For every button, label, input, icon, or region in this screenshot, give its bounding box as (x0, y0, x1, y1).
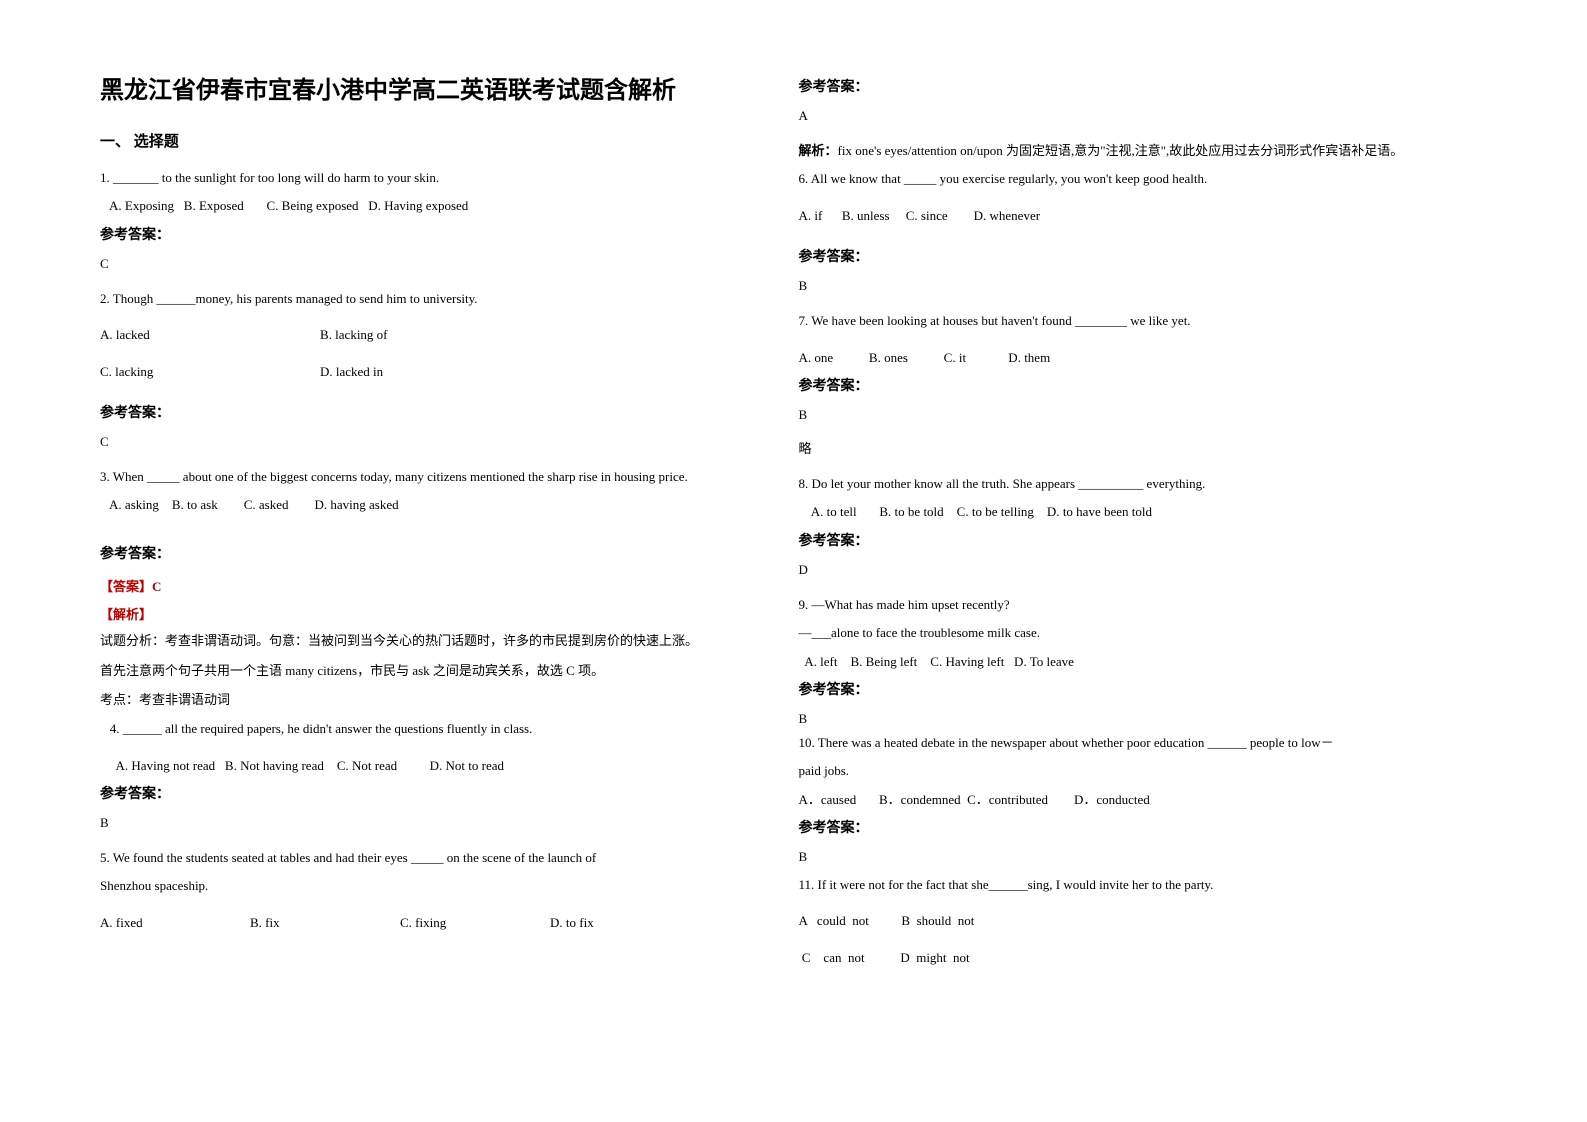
q8-text: 8. Do let your mother know all the truth… (799, 472, 1458, 495)
q6-options: A. if B. unless C. since D. whenever (799, 204, 1458, 227)
q3-text: 3. When _____ about one of the biggest c… (100, 465, 759, 488)
q5-explain-text: fix one's eyes/attention on/upon 为固定短语,意… (838, 143, 1404, 158)
answer-label: 参考答案： (799, 76, 1458, 96)
q9-text2: —___alone to face the troublesome milk c… (799, 621, 1458, 644)
q11-text: 11. If it were not for the fact that she… (799, 873, 1458, 896)
q2-opt-b: B. lacking of (320, 323, 388, 346)
q4-answer: B (100, 815, 759, 831)
q2-opt-d: D. lacked in (320, 360, 383, 383)
q2-opt-c: C. lacking (100, 360, 320, 383)
q5-opt-c: C. fixing (400, 911, 550, 934)
q7-answer: B (799, 407, 1458, 423)
q4-text: 4. ______ all the required papers, he di… (100, 717, 759, 740)
section-header: 一、 选择题 (100, 130, 759, 151)
q5-opt-b: B. fix (250, 911, 400, 934)
q5-opt-d: D. to fix (550, 911, 594, 934)
q1-answer: C (100, 256, 759, 272)
q5-options: A. fixed B. fix C. fixing D. to fix (100, 911, 759, 934)
q11-options2: C can not D might not (799, 946, 1458, 969)
answer-label: 参考答案： (799, 679, 1458, 699)
q3-explain-tag: 【解析】 (100, 604, 759, 623)
q2-opts-row2: C. lacking D. lacked in (100, 360, 759, 383)
answer-label: 参考答案： (799, 530, 1458, 550)
q8-options: A. to tell B. to be told C. to be tellin… (799, 500, 1458, 523)
q6-answer: B (799, 278, 1458, 294)
q5-opt-a: A. fixed (100, 911, 250, 934)
q2-answer: C (100, 434, 759, 450)
q10-answer: B (799, 849, 1458, 865)
q7-note: 略 (799, 438, 1458, 457)
q8-answer: D (799, 562, 1458, 578)
explain-prefix: 解析： (799, 143, 838, 158)
q5-text1: 5. We found the students seated at table… (100, 846, 759, 869)
q6-text: 6. All we know that _____ you exercise r… (799, 167, 1458, 190)
q5-explain: 解析：fix one's eyes/attention on/upon 为固定短… (799, 139, 1458, 162)
left-column: 黑龙江省伊春市宜春小港中学高二英语联考试题含解析 一、 选择题 1. _____… (100, 70, 799, 1082)
answer-label: 参考答案： (799, 246, 1458, 266)
q2-text: 2. Though ______money, his parents manag… (100, 287, 759, 310)
answer-label: 参考答案： (100, 783, 759, 803)
q3-options: A. asking B. to ask C. asked D. having a… (100, 493, 759, 516)
answer-label: 参考答案： (100, 543, 759, 563)
q3-explain2: 首先注意两个句子共用一个主语 many citizens，市民与 ask 之间是… (100, 659, 759, 682)
q11-options1: A could not B should not (799, 909, 1458, 932)
q1-options: A. Exposing B. Exposed C. Being exposed … (100, 194, 759, 217)
q2-opts-row1: A. lacked B. lacking of (100, 323, 759, 346)
q2-opt-a: A. lacked (100, 323, 320, 346)
answer-label: 参考答案： (799, 817, 1458, 837)
q7-text: 7. We have been looking at houses but ha… (799, 309, 1458, 332)
q9-answer: B (799, 711, 1458, 727)
answer-label: 参考答案： (100, 402, 759, 422)
answer-label: 参考答案： (100, 224, 759, 244)
q1-text: 1. _______ to the sunlight for too long … (100, 166, 759, 189)
q5-answer: A (799, 108, 1458, 124)
q10-options: A．caused B．condemned C．contributed D．con… (799, 788, 1458, 811)
q3-explain1: 试题分析：考查非谓语动词。句意：当被问到当今关心的热门话题时，许多的市民提到房价… (100, 629, 759, 652)
q9-text1: 9. —What has made him upset recently? (799, 593, 1458, 616)
q5-text2: Shenzhou spaceship. (100, 874, 759, 897)
q10-text2: paid jobs. (799, 759, 1458, 782)
q10-text1: 10. There was a heated debate in the new… (799, 731, 1458, 754)
q9-options: A. left B. Being left C. Having left D. … (799, 650, 1458, 673)
q3-explain3: 考点：考查非谓语动词 (100, 688, 759, 711)
q4-options: A. Having not read B. Not having read C.… (100, 754, 759, 777)
answer-label: 参考答案： (799, 375, 1458, 395)
right-column: 参考答案： A 解析：fix one's eyes/attention on/u… (799, 70, 1498, 1082)
q7-options: A. one B. ones C. it D. them (799, 346, 1458, 369)
page-title: 黑龙江省伊春市宜春小港中学高二英语联考试题含解析 (100, 70, 759, 105)
q3-answer-tag: 【答案】C (100, 575, 759, 598)
